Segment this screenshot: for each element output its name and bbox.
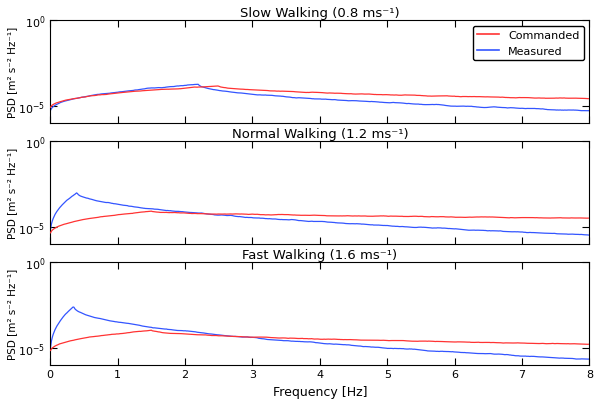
Y-axis label: PSD [m² s⁻² Hz⁻¹]: PSD [m² s⁻² Hz⁻¹]	[7, 27, 17, 118]
Y-axis label: PSD [m² s⁻² Hz⁻¹]: PSD [m² s⁻² Hz⁻¹]	[7, 268, 17, 359]
Legend: Commanded, Measured: Commanded, Measured	[473, 27, 584, 61]
Title: Fast Walking (1.6 ms⁻¹): Fast Walking (1.6 ms⁻¹)	[242, 248, 397, 261]
Title: Slow Walking (0.8 ms⁻¹): Slow Walking (0.8 ms⁻¹)	[240, 7, 400, 20]
X-axis label: Frequency [Hz]: Frequency [Hz]	[272, 385, 367, 398]
Y-axis label: PSD [m² s⁻² Hz⁻¹]: PSD [m² s⁻² Hz⁻¹]	[7, 147, 17, 239]
Title: Normal Walking (1.2 ms⁻¹): Normal Walking (1.2 ms⁻¹)	[232, 128, 408, 141]
